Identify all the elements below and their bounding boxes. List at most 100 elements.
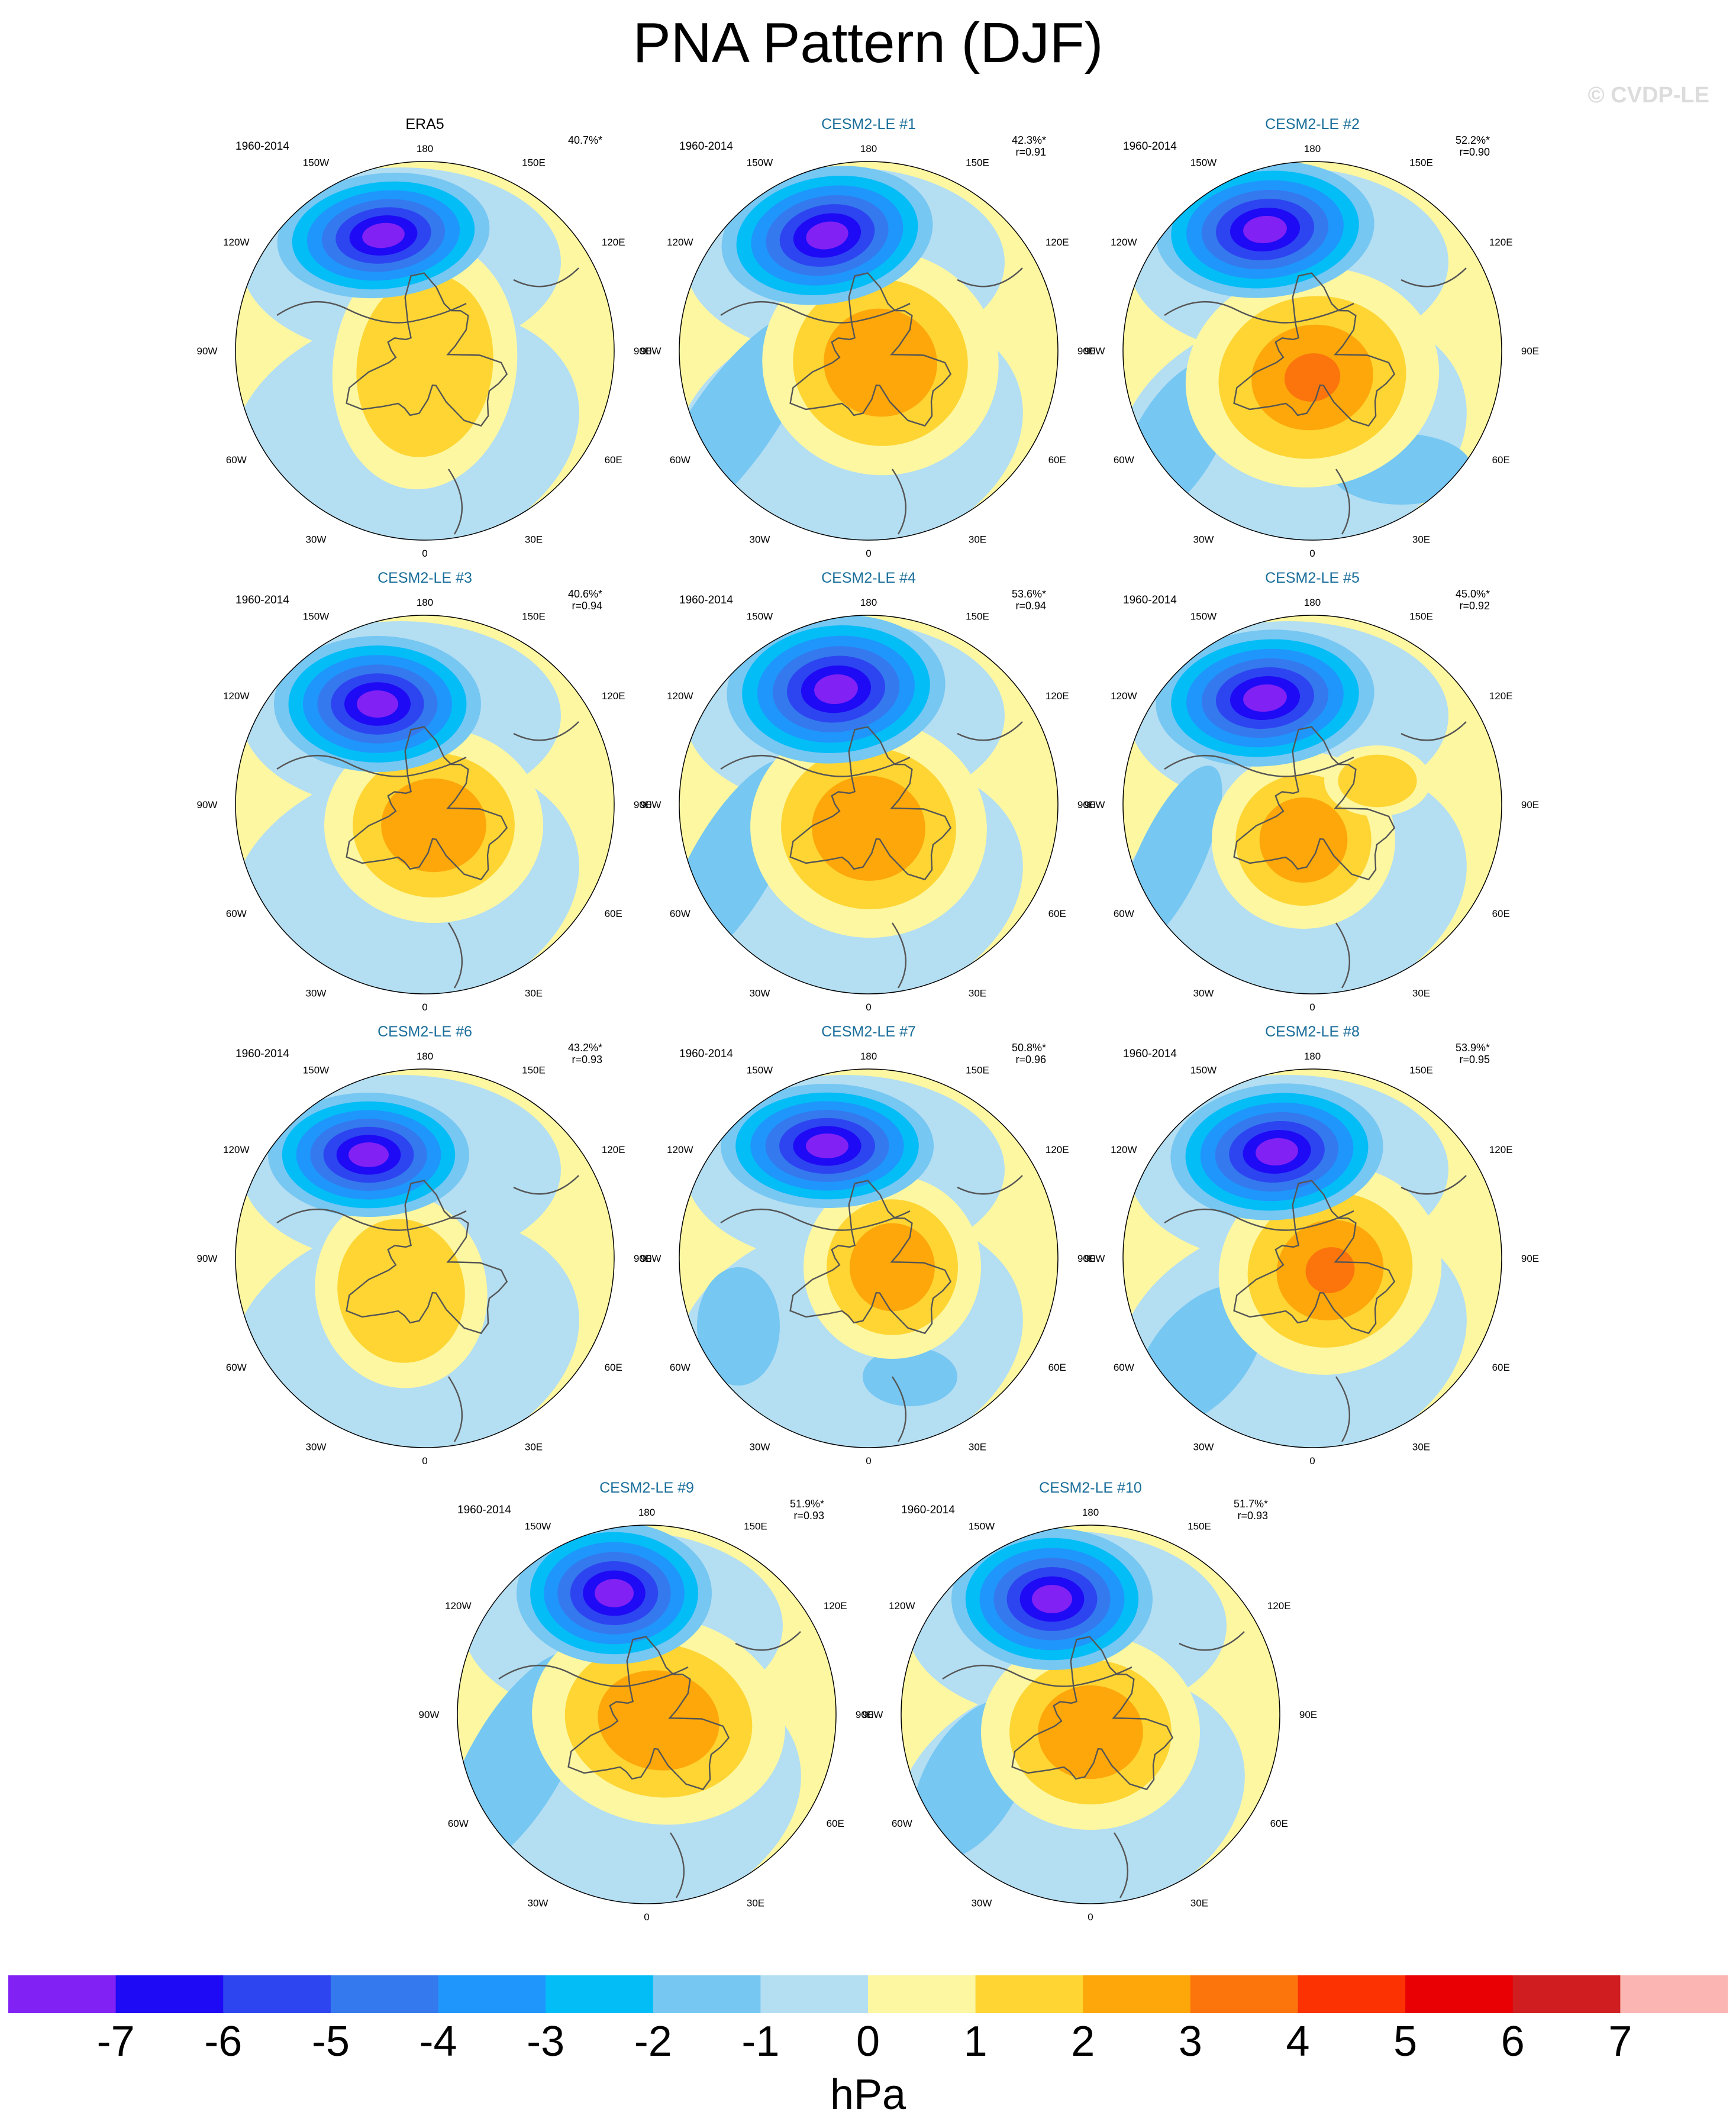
longitude-label: 150E — [966, 611, 989, 622]
longitude-label: 30E — [1190, 1898, 1208, 1909]
longitude-label: 30W — [1193, 988, 1214, 999]
longitude-label: 30W — [750, 1442, 770, 1453]
coastline — [892, 1175, 1023, 1442]
low-pressure-center — [814, 674, 858, 705]
longitude-label: 120W — [667, 1144, 693, 1155]
variance-explained: 53.9%* — [1456, 1042, 1490, 1054]
longitude-label: 60W — [670, 908, 690, 919]
colorbar-swatch — [760, 1975, 869, 2013]
longitude-label: 180 — [1304, 143, 1321, 154]
colorbar-tick-label: 7 — [1608, 2018, 1632, 2065]
map-border — [679, 615, 1059, 994]
longitude-label: 60W — [1114, 1362, 1134, 1373]
longitude-label: 0 — [866, 548, 871, 559]
longitude-label: 90W — [197, 345, 218, 357]
longitude-label: 180 — [417, 143, 433, 154]
colorbar-swatch — [1512, 1975, 1621, 2013]
pattern-correlation: r=0.94 — [572, 600, 602, 612]
longitude-label: 90E — [634, 345, 651, 357]
longitude-label: 0 — [422, 548, 427, 559]
longitude-label: 90E — [856, 1709, 873, 1720]
map-panel: 180 150E 120E 90E 60E 30E 0 30W 60W 90W 120W 150W CE… — [641, 1023, 1096, 1467]
longitude-label: 120E — [1267, 1600, 1291, 1611]
negative-anomaly — [697, 1267, 780, 1386]
longitude-label: 150W — [303, 1064, 329, 1076]
colorbar-tick-label: -6 — [204, 2018, 242, 2065]
positive-anomaly — [850, 1223, 935, 1312]
panel-period: 1960-2014 — [235, 1048, 289, 1060]
longitude-label: 180 — [417, 1051, 433, 1062]
longitude-label: 180 — [1304, 597, 1321, 608]
colorbar-swatch — [223, 1975, 331, 2013]
coastline — [1233, 1180, 1396, 1335]
map-panel: 180 150E 120E 90E 60E 30E 0 30W 60W 90W 120W 150W CE… — [197, 570, 652, 1013]
longitude-label: 60E — [1048, 1362, 1066, 1373]
longitude-label: 60W — [226, 908, 247, 919]
map-border — [235, 161, 615, 541]
low-pressure-center — [1243, 684, 1287, 712]
longitude-label: 60W — [1114, 454, 1134, 466]
variance-explained: 52.2%* — [1456, 134, 1490, 146]
colorbar-swatch — [1190, 1975, 1298, 2013]
longitude-label: 150E — [1409, 157, 1433, 168]
longitude-label: 150E — [522, 1064, 546, 1076]
colorbar-swatch — [8, 1975, 117, 2013]
panel-period: 1960-2014 — [1123, 594, 1177, 606]
credit-watermark: © CVDP-LE — [1587, 83, 1709, 108]
coastline — [276, 301, 467, 324]
coastline — [789, 272, 952, 427]
longitude-label: 60E — [605, 1362, 622, 1373]
variance-explained: 40.7%* — [568, 134, 602, 146]
colorbar-tick-label: 0 — [856, 2018, 880, 2065]
map-panel: 180 150E 120E 90E 60E 30E 0 30W 60W 90W 120W 150W CE… — [197, 1023, 652, 1467]
colorbar-swatch — [1083, 1975, 1191, 2013]
map-border — [457, 1525, 837, 1904]
pattern-correlation: r=0.91 — [1015, 146, 1046, 158]
panel-title: ERA5 — [405, 116, 444, 133]
low-pressure-center — [806, 1133, 848, 1158]
low-pressure-center — [357, 690, 398, 718]
longitude-label: 150W — [747, 611, 773, 622]
positive-anomaly — [598, 1670, 719, 1771]
longitude-label: 120E — [1489, 1144, 1513, 1155]
longitude-label: 150E — [1409, 1064, 1433, 1076]
longitude-label: 60E — [1492, 1362, 1510, 1373]
longitude-label: 60E — [1270, 1818, 1288, 1829]
map-border — [235, 1068, 615, 1448]
longitude-label: 0 — [644, 1911, 649, 1923]
map-panel: 180 150E 120E 90E 60E 30E 0 30W 60W 90W 120W 150W CE… — [1085, 116, 1540, 559]
colorbar-swatch — [330, 1975, 438, 2013]
positive-anomaly — [1038, 1685, 1143, 1780]
colorbar-tick-label: 5 — [1393, 2018, 1417, 2065]
positive-anomaly — [356, 274, 493, 457]
longitude-label: 90W — [863, 1709, 883, 1720]
panel-title: CESM2-LE #3 — [377, 570, 472, 586]
longitude-label: 0 — [1309, 1002, 1315, 1013]
coastline — [720, 301, 911, 324]
longitude-label: 120W — [445, 1600, 471, 1611]
longitude-label: 150E — [1188, 1520, 1211, 1532]
variance-explained: 53.6%* — [1012, 588, 1046, 600]
pattern-correlation: r=0.92 — [1459, 600, 1490, 612]
longitude-label: 120W — [223, 237, 249, 248]
variance-explained: 51.9%* — [790, 1498, 824, 1510]
longitude-label: 30E — [525, 1442, 543, 1453]
colorbar-tick-label: -7 — [97, 2018, 135, 2065]
variance-explained: 51.7%* — [1234, 1498, 1268, 1510]
positive-anomaly — [1305, 1247, 1355, 1293]
longitude-label: 30E — [525, 988, 543, 999]
longitude-label: 60W — [448, 1818, 469, 1829]
coastline — [942, 1664, 1132, 1687]
longitude-label: 60W — [670, 1362, 690, 1373]
variance-explained: 45.0%* — [1456, 588, 1490, 600]
coastline — [1233, 272, 1396, 427]
pattern-correlation: r=0.94 — [1015, 600, 1046, 612]
longitude-label: 90E — [1521, 799, 1539, 810]
colorbar-tick-label: 4 — [1286, 2018, 1309, 2065]
longitude-label: 60E — [605, 454, 622, 466]
coastline — [789, 1180, 952, 1335]
longitude-label: 120W — [1111, 1144, 1137, 1155]
longitude-label: 60W — [226, 454, 247, 466]
coastline — [346, 726, 508, 881]
map-border — [1122, 1068, 1502, 1448]
